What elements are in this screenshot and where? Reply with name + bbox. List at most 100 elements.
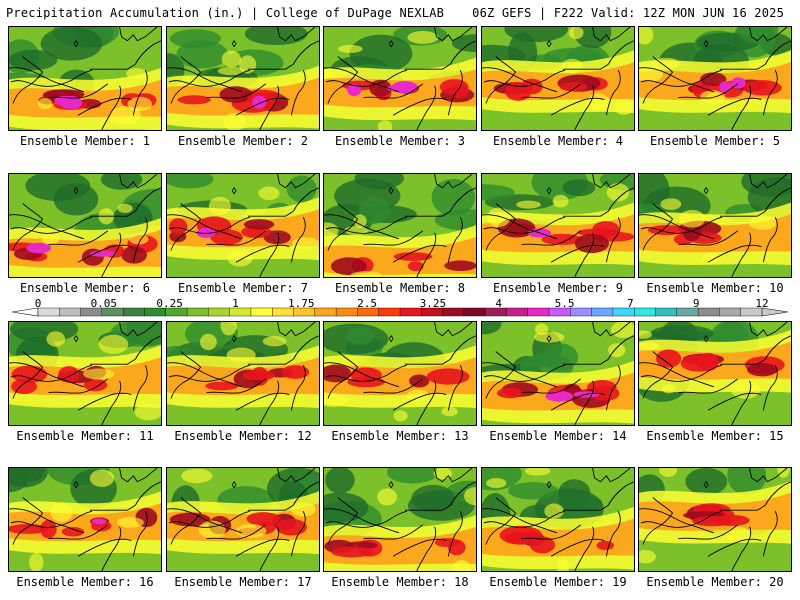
precip-core: [647, 225, 686, 236]
precip-contour-mid: [377, 488, 397, 506]
map-boundary: [574, 85, 595, 130]
map-boundary: [447, 216, 463, 263]
map-boundary: [762, 69, 778, 116]
map-boundary: [404, 358, 451, 365]
map-boundary: [550, 392, 605, 411]
map-boundary: [119, 174, 158, 189]
precip-map-1: [9, 27, 161, 130]
precip-core: [496, 387, 523, 399]
city-marker-icon: [73, 40, 79, 48]
map-boundary: [482, 214, 558, 240]
map-boundary: [521, 378, 581, 394]
map-boundary: [719, 63, 766, 70]
precip-core: [700, 72, 727, 87]
member-caption: Ensemble Member: 17: [174, 575, 312, 589]
map-boundary: [89, 504, 136, 511]
precip-contour-mid: [661, 383, 676, 394]
precip-contour-low: [286, 175, 317, 203]
map-boundary: [482, 67, 558, 93]
precip-core: [61, 526, 85, 537]
map-boundary: [731, 380, 752, 425]
precip-max: [347, 84, 362, 97]
member-caption: Ensemble Member: 3: [334, 134, 466, 148]
precip-contour-mid: [110, 106, 142, 125]
precip-contour-low: [451, 34, 476, 53]
map-boundary: [363, 83, 423, 99]
member-caption: Ensemble Member: 16: [16, 575, 154, 589]
city-marker-icon: [231, 481, 237, 489]
member-caption: Ensemble Member: 18: [331, 575, 469, 589]
city-marker-icon: [703, 187, 709, 195]
precip-contour-mid: [377, 120, 393, 130]
map-boundary: [434, 27, 473, 42]
city-marker-icon: [73, 187, 79, 195]
precip-contour-mid: [659, 468, 678, 477]
map-boundary: [9, 214, 85, 240]
map-boundary: [434, 322, 473, 337]
member-caption: Ensemble Member: 5: [649, 134, 781, 148]
precip-core: [682, 222, 702, 242]
precip-contour-mid: [134, 404, 161, 421]
city-marker-icon: [73, 335, 79, 343]
map-boundary: [48, 230, 108, 246]
precip-contour-mid: [552, 194, 569, 208]
city-marker-icon: [703, 481, 709, 489]
map-boundary: [101, 380, 122, 425]
colorbar-tick-label: 3.25: [419, 297, 447, 310]
map-boundary: [678, 524, 738, 540]
colorbar-swatch: [59, 307, 82, 317]
map-boundary: [167, 508, 243, 534]
map-boundary: [404, 504, 451, 511]
precip-contour-mid: [226, 347, 256, 363]
precip-contour-mid: [235, 524, 267, 538]
map-boundary: [259, 526, 280, 571]
precip-contour-mid: [516, 200, 541, 209]
precip-contour-mid: [258, 186, 280, 201]
precip-contour-mid: [220, 322, 237, 336]
precip-core: [592, 221, 620, 237]
map-boundary: [483, 216, 566, 234]
precip-core: [499, 525, 543, 545]
map-boundary: [12, 497, 44, 545]
colorbar-swatch: [719, 307, 742, 317]
member-panel-17: [166, 467, 320, 572]
precip-contour-low: [727, 468, 767, 496]
map-boundary: [327, 56, 359, 104]
precip-contour-low: [324, 492, 369, 523]
map-boundary: [290, 364, 306, 411]
precip-max: [719, 81, 732, 93]
precip-contour-mid: [42, 235, 60, 245]
map-boundary: [290, 510, 306, 557]
member-caption: Ensemble Member: 13: [331, 429, 469, 443]
precip-map-13: [324, 322, 476, 425]
map-boundary: [447, 69, 463, 116]
map-boundary: [434, 468, 473, 483]
city-marker-icon: [388, 335, 394, 343]
map-boundary: [449, 481, 476, 506]
member-panel-11: [8, 321, 162, 426]
city-marker-icon: [546, 187, 552, 195]
precip-map-7: [167, 174, 319, 277]
map-boundary: [235, 244, 290, 263]
precip-contour-mid: [777, 468, 790, 478]
map-boundary: [101, 526, 122, 571]
map-boundary: [642, 497, 674, 545]
map-boundary: [77, 244, 132, 263]
map-boundary: [247, 504, 294, 511]
map-boundary: [592, 27, 631, 42]
map-boundary: [259, 380, 280, 425]
map-boundary: [247, 210, 294, 217]
map-boundary: [483, 364, 566, 382]
precip-contour-mid: [217, 66, 246, 76]
map-boundary: [10, 510, 93, 528]
map-boundary: [762, 364, 778, 411]
map-boundary: [77, 392, 132, 411]
colorbar-swatch: [463, 307, 486, 317]
map-boundary: [449, 187, 476, 212]
precip-core: [169, 512, 211, 527]
map-boundary: [327, 203, 359, 251]
precip-contour-mid: [221, 50, 242, 68]
map-boundary: [574, 526, 595, 571]
map-boundary: [235, 97, 290, 116]
map-boundary: [324, 214, 400, 240]
